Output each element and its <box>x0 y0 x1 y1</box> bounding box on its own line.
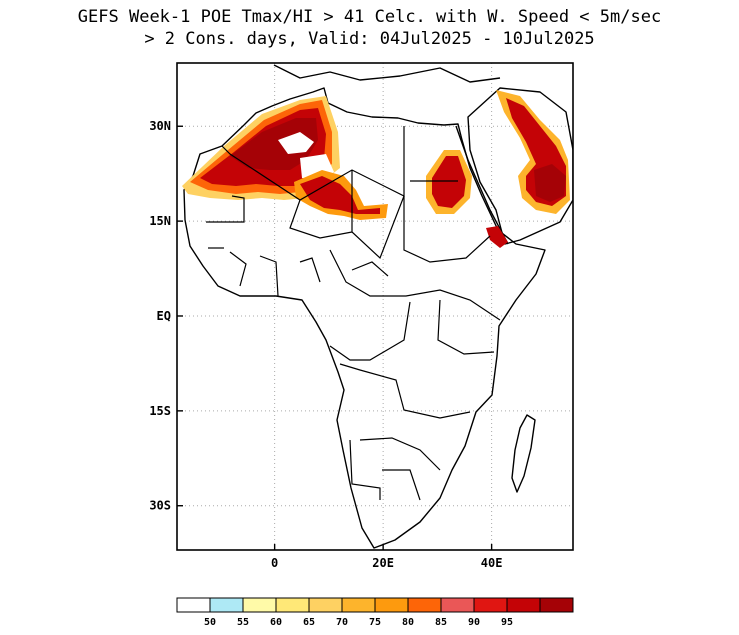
red-sea-west <box>455 125 509 245</box>
latitude-ticks: 30N 15N EQ 15S 30S <box>149 119 183 513</box>
lon-tick-label: 40E <box>481 556 503 570</box>
colorbar-label: 55 <box>237 617 249 628</box>
colorbar-swatch <box>473 597 508 613</box>
colorbar-swatch <box>539 597 574 613</box>
colorbar: 50 55 60 65 70 75 80 85 90 95 <box>176 597 574 628</box>
lat-tick-label: EQ <box>157 309 171 323</box>
colorbar-label: 50 <box>204 617 216 628</box>
longitude-ticks: 0 20E 40E <box>271 544 502 570</box>
colorbar-swatch <box>440 597 475 613</box>
colorbar-label: 90 <box>468 617 480 628</box>
colorbar-swatch <box>341 597 376 613</box>
colorbar-label: 70 <box>336 617 348 628</box>
colorbar-swatch <box>308 597 343 613</box>
title-line-1: GEFS Week-1 POE Tmax/HI > 41 Celc. with … <box>77 7 662 27</box>
colorbar-swatch <box>275 597 310 613</box>
colorbar-label: 60 <box>270 617 282 628</box>
colorbar-label: 65 <box>303 617 315 628</box>
colorbar-swatch <box>242 597 277 613</box>
arabian-peninsula <box>467 87 573 245</box>
colorbar-label: 80 <box>402 617 414 628</box>
colorbar-swatch <box>407 597 442 613</box>
title-line-2: > 2 Cons. days, Valid: 04Jul2025 - 10Jul… <box>144 29 595 49</box>
madagascar <box>511 414 536 493</box>
colorbar-swatch <box>374 597 409 613</box>
lat-tick-label: 30S <box>149 499 171 513</box>
mediterranean-north <box>273 64 501 83</box>
colorbar-label: 95 <box>501 617 513 628</box>
lat-tick-label: 15S <box>149 404 171 418</box>
colorbar-swatch <box>209 597 244 613</box>
land-outlines <box>183 64 573 549</box>
country-borders <box>206 126 501 501</box>
colorbar-label: 75 <box>369 617 381 628</box>
lat-tick-label: 15N <box>149 214 171 228</box>
lon-tick-label: 0 <box>271 556 278 570</box>
africa-coastline <box>183 87 546 549</box>
heat-shading <box>182 90 570 248</box>
colorbar-swatch <box>506 597 541 613</box>
colorbar-label: 85 <box>435 617 447 628</box>
lon-tick-label: 20E <box>372 556 394 570</box>
map-frame <box>176 62 574 551</box>
lat-tick-label: 30N <box>149 119 171 133</box>
colorbar-swatch <box>176 597 211 613</box>
